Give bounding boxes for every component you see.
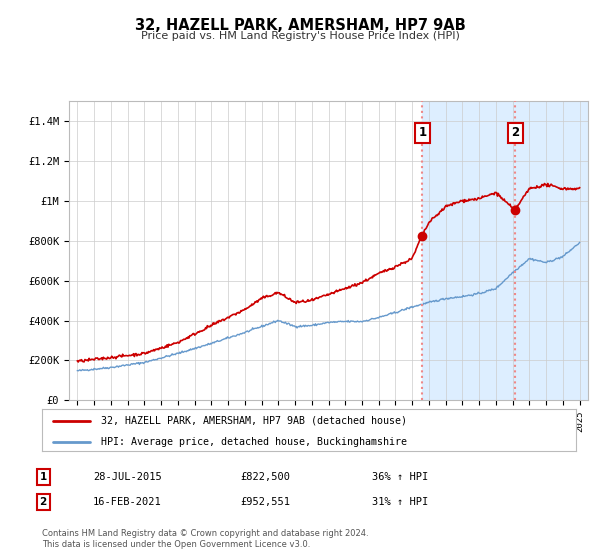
Text: 32, HAZELL PARK, AMERSHAM, HP7 9AB: 32, HAZELL PARK, AMERSHAM, HP7 9AB — [134, 18, 466, 32]
Text: 2: 2 — [40, 497, 47, 507]
Text: Price paid vs. HM Land Registry's House Price Index (HPI): Price paid vs. HM Land Registry's House … — [140, 31, 460, 41]
Text: 16-FEB-2021: 16-FEB-2021 — [93, 497, 162, 507]
Text: 1: 1 — [40, 472, 47, 482]
Text: Contains HM Land Registry data © Crown copyright and database right 2024.: Contains HM Land Registry data © Crown c… — [42, 529, 368, 538]
Text: 36% ↑ HPI: 36% ↑ HPI — [372, 472, 428, 482]
Text: This data is licensed under the Open Government Licence v3.0.: This data is licensed under the Open Gov… — [42, 540, 310, 549]
Text: HPI: Average price, detached house, Buckinghamshire: HPI: Average price, detached house, Buck… — [101, 437, 407, 446]
Text: 1: 1 — [419, 126, 427, 139]
Text: £822,500: £822,500 — [240, 472, 290, 482]
Text: 31% ↑ HPI: 31% ↑ HPI — [372, 497, 428, 507]
Text: 32, HAZELL PARK, AMERSHAM, HP7 9AB (detached house): 32, HAZELL PARK, AMERSHAM, HP7 9AB (deta… — [101, 416, 407, 426]
Bar — [422, 101, 515, 400]
Bar — [515, 101, 588, 400]
Text: 28-JUL-2015: 28-JUL-2015 — [93, 472, 162, 482]
Text: 2: 2 — [511, 126, 520, 139]
Text: £952,551: £952,551 — [240, 497, 290, 507]
